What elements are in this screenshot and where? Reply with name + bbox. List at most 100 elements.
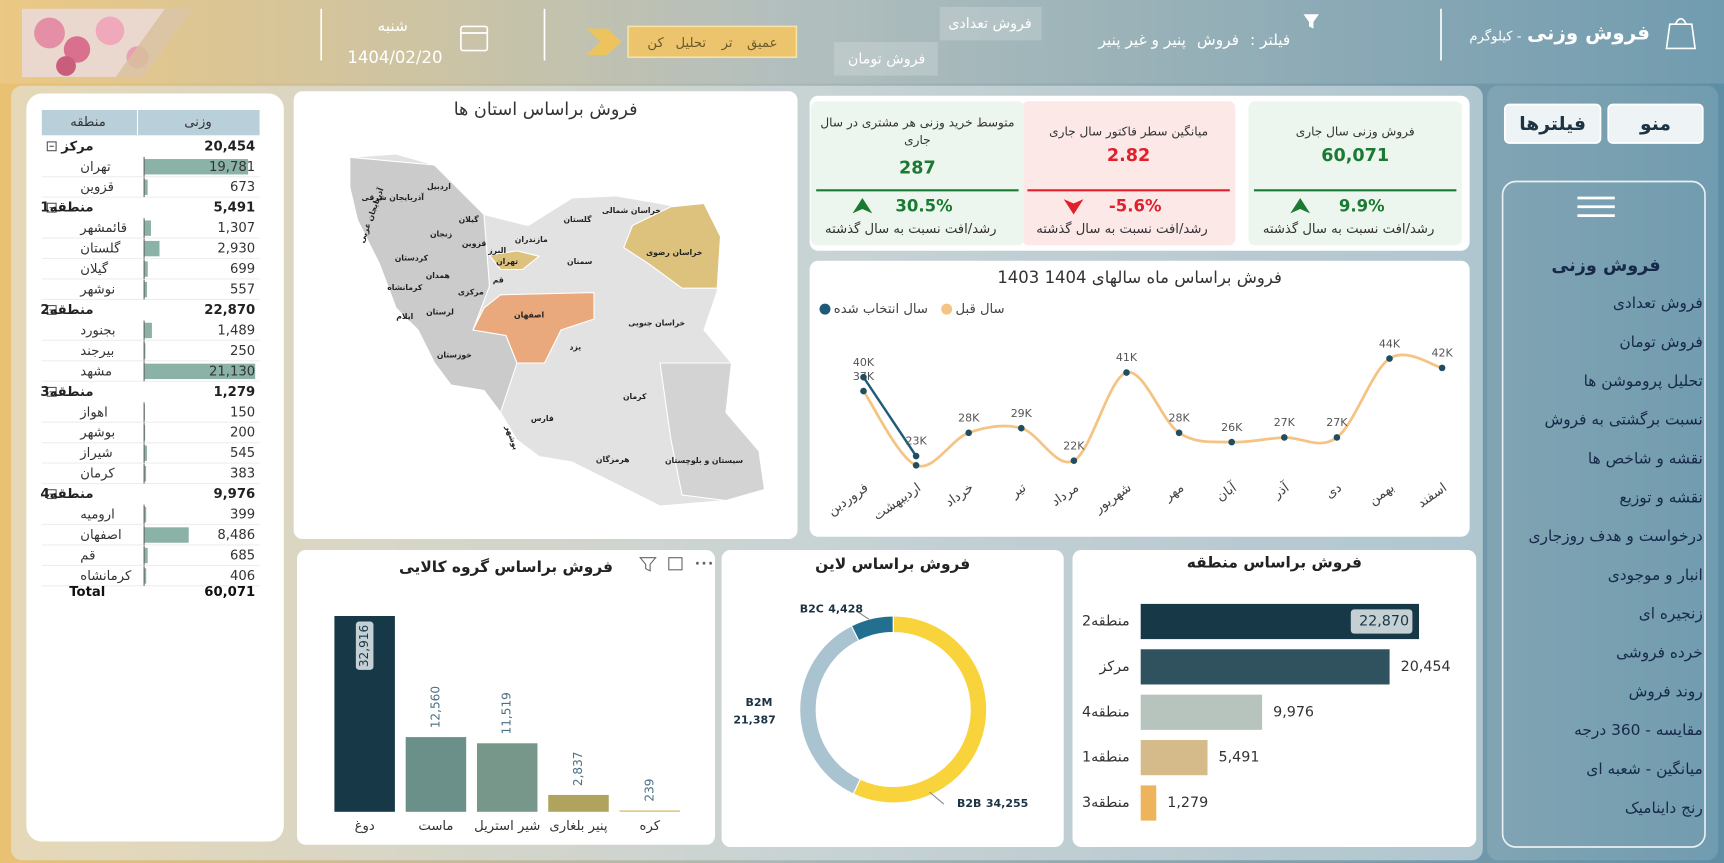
collapse-icon[interactable] xyxy=(46,305,57,315)
kpi-footer: رشد/افت نسبت به سال گذشته xyxy=(825,221,997,237)
menu-button-label[interactable]: فیلترها xyxy=(1519,114,1586,135)
line-point xyxy=(1333,434,1341,441)
nav-item[interactable]: مقایسه - 360 درجه xyxy=(1574,721,1703,739)
line-point xyxy=(1123,369,1130,376)
data-bar xyxy=(144,281,148,298)
slice-value: 4,428 xyxy=(828,602,863,615)
more-icon[interactable] xyxy=(709,561,713,565)
data-label: 22K xyxy=(1063,439,1085,452)
province-label: کرمان xyxy=(623,392,647,401)
province-label: اصفهان xyxy=(514,311,544,320)
nav-item[interactable]: نسبت برگشتی به فروش xyxy=(1544,411,1702,429)
row-value: 545 xyxy=(230,446,255,461)
bar xyxy=(1140,740,1208,776)
nav-item[interactable]: روند فروش xyxy=(1629,682,1703,700)
row-value: 673 xyxy=(230,180,255,195)
province-label: اردبیل xyxy=(427,182,451,191)
nav-item[interactable]: نقشه و توزیع xyxy=(1619,488,1702,507)
x-tick-label: پنیر بلغاری xyxy=(549,819,608,834)
focus-icon[interactable] xyxy=(668,557,683,571)
data-label: 32,916 xyxy=(357,625,371,667)
row-name: بوشهر xyxy=(79,426,115,441)
row-name: مرکز xyxy=(60,139,93,154)
nav-item[interactable]: درخواست و هدف روزجاری xyxy=(1529,527,1703,545)
analysis-box[interactable] xyxy=(627,25,798,59)
row-name: نوشهر xyxy=(79,283,115,298)
data-bar xyxy=(144,465,147,482)
row-name: منطقه2 xyxy=(40,303,93,318)
leader-line xyxy=(929,791,945,805)
x-tick-label: کره xyxy=(640,819,661,834)
kpi-change: 9.9% xyxy=(1339,196,1385,215)
date: 1404/02/20 xyxy=(347,48,442,67)
header-button-label[interactable]: فروش تومان xyxy=(848,51,926,67)
row-name: شیراز xyxy=(79,446,112,461)
total-name: Total xyxy=(69,585,105,600)
data-label: 12,560 xyxy=(428,686,442,728)
line-point xyxy=(1228,438,1235,446)
nav-item[interactable]: میانگین - شعبه ای xyxy=(1586,760,1703,778)
nav-item[interactable]: خرده فروشی xyxy=(1616,644,1703,662)
menu-button[interactable] xyxy=(1607,103,1704,144)
row-name: گیلان xyxy=(80,261,109,277)
row-name: بجنورد xyxy=(80,323,115,338)
province-label: گلستان xyxy=(563,215,592,224)
province-highlight xyxy=(623,202,722,289)
menu-button-label[interactable]: منو xyxy=(1639,114,1671,135)
province-label: خراسان رضوی xyxy=(646,248,702,257)
collapse-icon[interactable] xyxy=(46,489,57,500)
collapse-icon[interactable] xyxy=(46,386,57,397)
menu-button[interactable] xyxy=(1503,103,1602,144)
bag-icon xyxy=(1665,17,1697,50)
province-label: هرمزگان xyxy=(596,455,630,464)
row-value: 406 xyxy=(230,569,255,584)
header-button[interactable] xyxy=(834,42,939,76)
row-name: منطقه4 xyxy=(40,487,93,502)
nav-item[interactable]: انبار و موجودی xyxy=(1608,566,1703,584)
province-label: تهران xyxy=(496,257,518,266)
nav-item[interactable]: نقشه و شاخص ها xyxy=(1588,449,1703,467)
row-name: اصفهان xyxy=(80,528,121,543)
row-value: 557 xyxy=(230,283,255,298)
y-tick-label: منطقه1 xyxy=(1082,750,1130,766)
header-button[interactable] xyxy=(939,6,1042,41)
nav-item[interactable]: تحلیل پروموشن ها xyxy=(1584,372,1703,391)
kpi-value: 60,071 xyxy=(1321,146,1389,166)
data-label: 2,837 xyxy=(571,751,585,786)
more-icon[interactable] xyxy=(695,561,699,565)
chart-panel xyxy=(1072,550,1477,847)
collapse-icon[interactable] xyxy=(46,141,57,152)
data-label: 28K xyxy=(1168,412,1190,425)
kpi-change: -5.6% xyxy=(1109,196,1162,215)
filter-text: فیلتر : xyxy=(1250,31,1290,49)
province-label: زنجان xyxy=(430,229,452,238)
sidebar-area xyxy=(1487,85,1719,861)
nav-item[interactable]: فروش تعدادی xyxy=(1613,294,1703,312)
nav-item[interactable]: فروش تومان xyxy=(1619,333,1702,351)
bar xyxy=(548,794,609,812)
more-icon[interactable] xyxy=(702,561,706,565)
nav-item[interactable]: زنجیره ای xyxy=(1639,605,1703,623)
legend-label: سال انتخاب شده xyxy=(834,302,928,317)
line-point xyxy=(860,373,867,381)
nav-item[interactable]: رنج داینامیک xyxy=(1625,799,1703,817)
analysis-arrow xyxy=(586,28,622,55)
line-point xyxy=(912,452,920,460)
province-label: مرکزی xyxy=(458,288,484,297)
province-label: قم xyxy=(493,276,504,285)
total-value: 60,071 xyxy=(204,585,255,600)
province-label: آذربایجان شرقی xyxy=(361,192,424,202)
filter-text: پنیر و غیر پنیر xyxy=(1097,31,1185,50)
header-button-label[interactable]: فروش تعدادی xyxy=(948,16,1032,32)
province-label: ایلام xyxy=(396,312,413,321)
filter-icon[interactable] xyxy=(639,557,657,572)
collapse-icon[interactable] xyxy=(46,202,57,213)
legend-marker xyxy=(819,303,831,315)
row-name: مشهد xyxy=(80,364,112,379)
x-tick-label: دوغ xyxy=(355,819,375,834)
data-label: 28K xyxy=(958,412,980,425)
column-header: منطقه xyxy=(70,115,106,130)
kpi-title: متوسط خرید وزنی هر مشتری در سال جاری xyxy=(818,110,1016,154)
bar xyxy=(1140,649,1390,685)
